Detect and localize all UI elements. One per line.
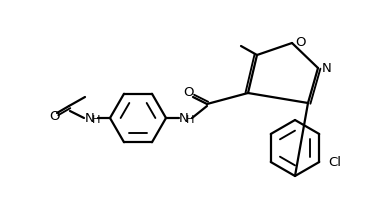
- Text: O: O: [49, 110, 59, 124]
- Text: H: H: [186, 115, 194, 125]
- Text: Cl: Cl: [329, 156, 342, 170]
- Text: O: O: [295, 36, 305, 48]
- Text: N: N: [179, 112, 189, 126]
- Text: H: H: [92, 115, 100, 125]
- Text: N: N: [85, 112, 95, 126]
- Text: N: N: [322, 63, 332, 76]
- Text: O: O: [184, 86, 194, 99]
